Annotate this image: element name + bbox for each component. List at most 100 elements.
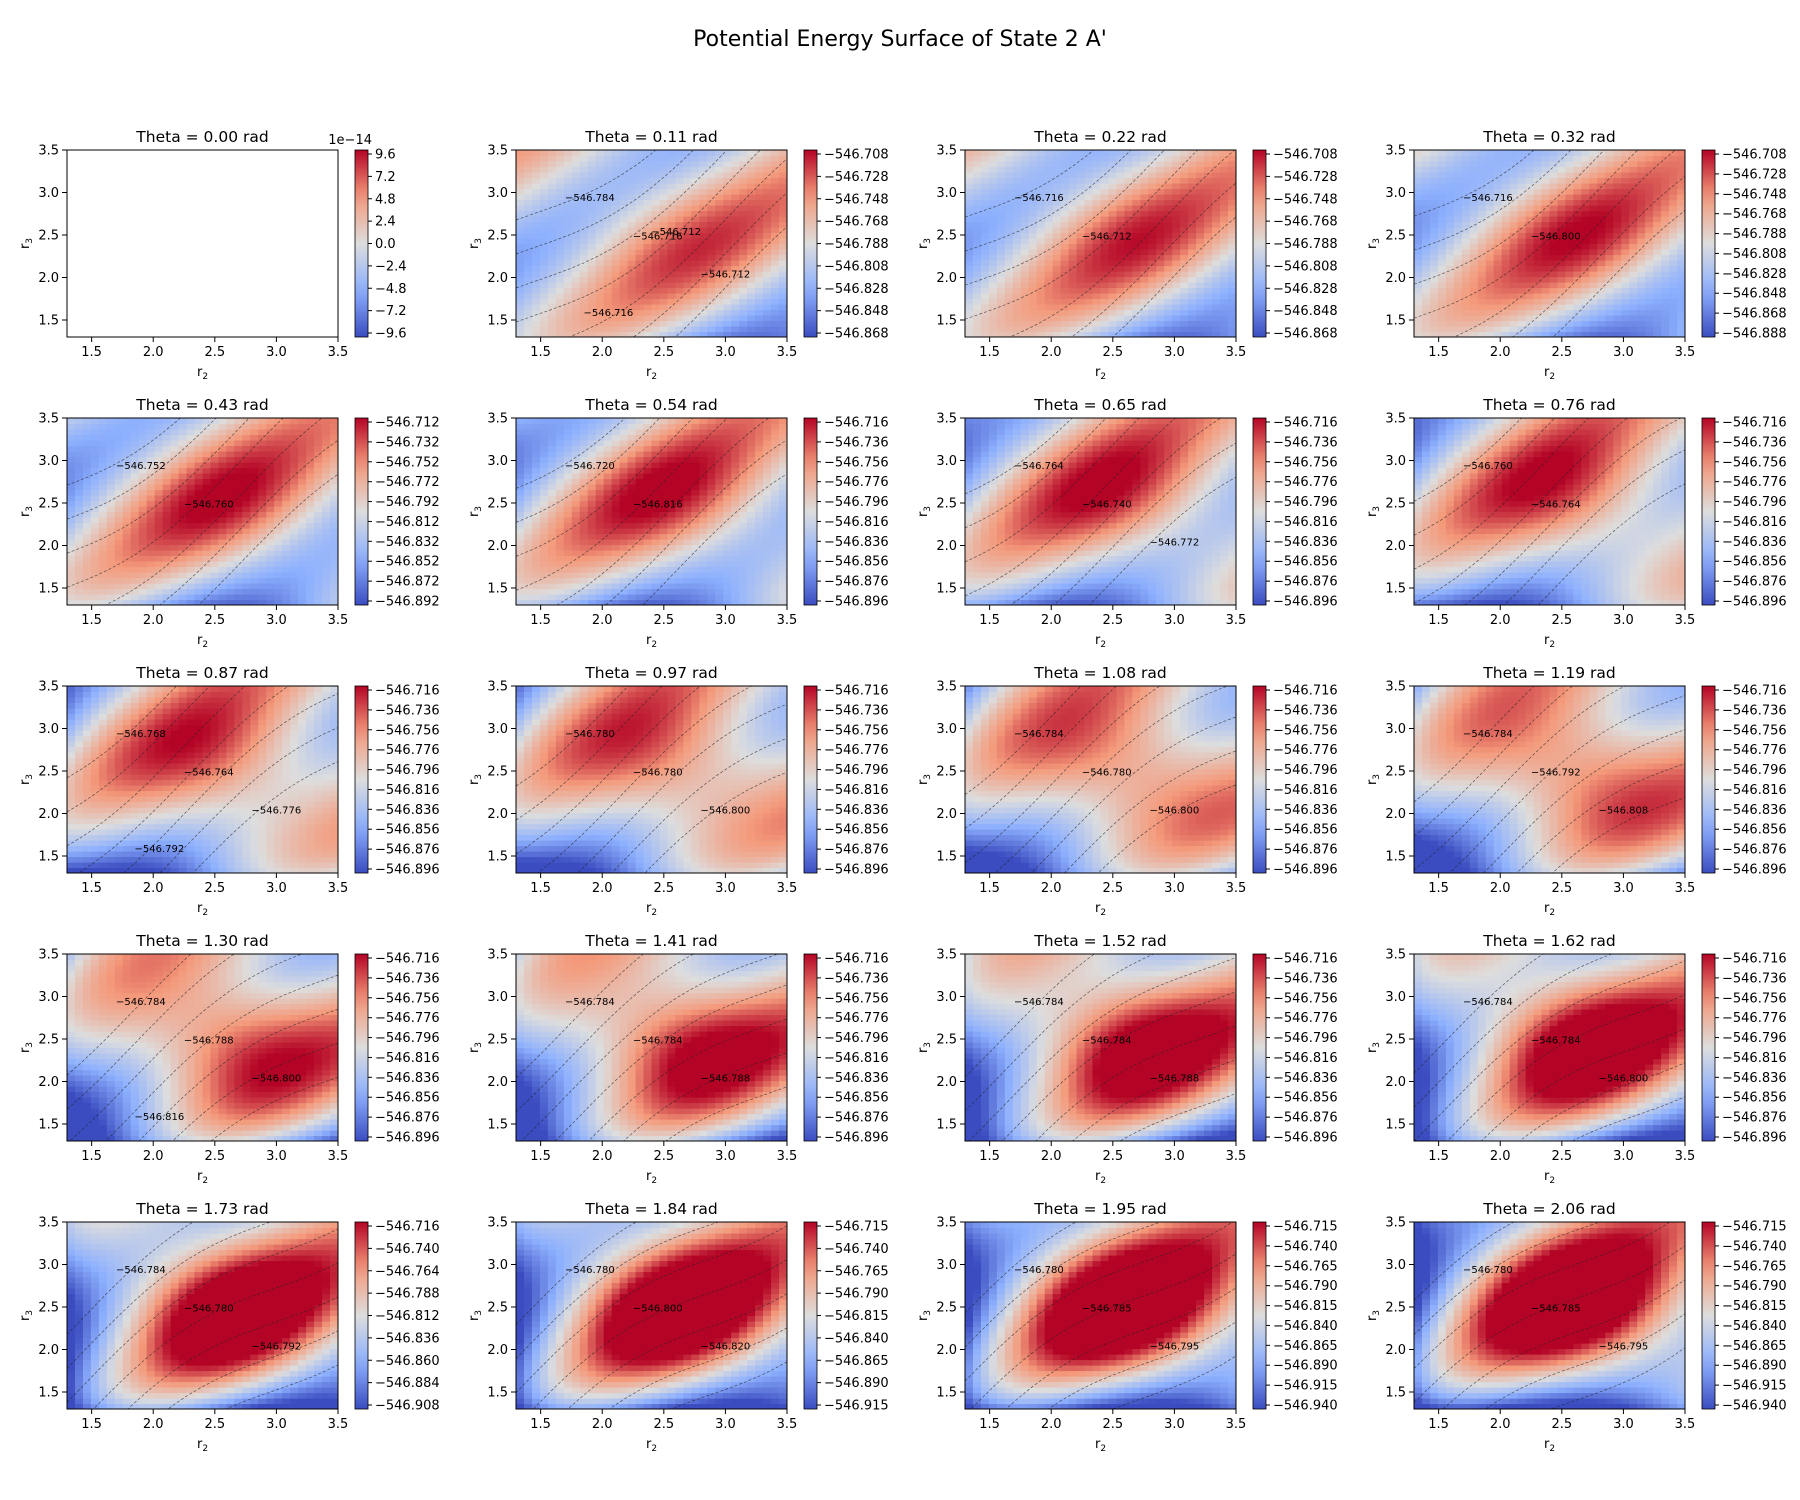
x-axis-label-subscript: 2	[1100, 372, 1106, 382]
heatmap-area: −546.716 −546.712	[965, 150, 1236, 337]
colorbar-tick-label: −546.856	[1722, 555, 1787, 570]
x-tick-label: 3.0	[715, 881, 736, 896]
colorbar	[354, 1221, 369, 1410]
colorbar	[1701, 417, 1716, 606]
contour-line	[1414, 960, 1685, 1141]
contour-line	[104, 418, 323, 605]
x-tick-label: 2.0	[143, 1149, 164, 1164]
colorbar-tick-label: −546.768	[824, 215, 889, 230]
y-axis-label-subscript: 3	[923, 1310, 933, 1316]
contour-line	[1483, 729, 1685, 873]
colorbar-tick-label: −546.884	[375, 1376, 440, 1391]
colorbar-tick-label: −546.868	[824, 327, 889, 342]
y-axis-label: r3	[1365, 238, 1382, 249]
colorbar-tick-label: −546.716	[824, 416, 889, 431]
y-tick-label: 3.0	[487, 722, 508, 737]
contour-line	[1053, 442, 1236, 605]
colorbar-tick-label: −546.792	[375, 495, 440, 510]
colorbar-tick-label: −546.876	[1273, 575, 1338, 590]
y-tick-label: 2.0	[1385, 539, 1406, 554]
contour-line	[532, 1259, 787, 1409]
contour-label: −546.764	[1531, 499, 1581, 510]
contour-line	[1119, 1093, 1236, 1141]
y-tick-label: 1.5	[38, 314, 59, 329]
colorbar-tick-label: −546.716	[824, 952, 889, 967]
colorbar-tick-label: −546.940	[1273, 1399, 1338, 1414]
x-tick-label: 1.5	[81, 1417, 102, 1432]
panel-title: Theta = 1.84 rad	[584, 1200, 717, 1218]
y-tick-label: 3.0	[38, 1258, 59, 1273]
colorbar-tick-label: −546.840	[824, 1331, 889, 1346]
y-tick-label: 3.0	[936, 454, 957, 469]
contour-line	[577, 703, 787, 873]
y-tick-label: 2.5	[936, 229, 957, 244]
y-tick-label: 3.5	[936, 144, 957, 159]
y-tick-label: 2.5	[1385, 765, 1406, 780]
contour-line	[69, 954, 303, 1141]
panel-10: −546.784 −546.780 −546.800 1.5 1.5 2.0 2.0 2.5 2…	[916, 664, 1338, 918]
y-tick-label: 1.5	[1385, 314, 1406, 329]
colorbar-tick-label: −546.716	[1273, 952, 1338, 967]
contour-line	[965, 418, 1073, 495]
contour-label: −546.788	[701, 1074, 751, 1085]
contour-label: −546.712	[651, 227, 701, 238]
contour-label: −546.780	[633, 767, 683, 778]
colorbar-tick-label: −546.768	[1722, 207, 1787, 222]
y-tick-label: 2.5	[487, 497, 508, 512]
axes-frame	[964, 685, 1237, 874]
x-tick-label: 1.5	[530, 613, 551, 628]
panel-title: Theta = 1.41 rad	[584, 932, 717, 950]
contour-label: −546.716	[1463, 193, 1513, 204]
x-tick-label: 2.5	[204, 1417, 225, 1432]
colorbar	[1252, 149, 1267, 338]
contour-label: −546.712	[1082, 231, 1132, 242]
heatmap-area: −546.716 −546.800	[1414, 150, 1685, 337]
colorbar	[354, 953, 369, 1142]
y-tick-label: 3.5	[38, 948, 59, 963]
y-axis-label: r3	[18, 506, 35, 517]
colorbar	[1252, 685, 1267, 874]
colorbar-tick-label: −546.896	[824, 595, 889, 610]
x-tick-label: 2.5	[653, 1417, 674, 1432]
contour-label: −546.784	[1531, 1035, 1581, 1046]
contour-line	[520, 954, 779, 1141]
colorbar-tick-label: −546.716	[375, 684, 440, 699]
colorbar-tick-label: 7.2	[375, 170, 396, 185]
colorbar-tick-label: −546.736	[1722, 971, 1787, 986]
x-tick-label: 2.5	[653, 613, 674, 628]
panel-title: Theta = 2.06 rad	[1482, 1200, 1615, 1218]
x-axis-label: r2	[1095, 633, 1106, 650]
colorbar-tick-label: −546.708	[1722, 148, 1787, 163]
contour-line	[67, 954, 235, 1110]
contour-label: −546.716	[633, 231, 683, 242]
y-tick-label: 3.0	[38, 990, 59, 1005]
y-tick-label: 3.0	[1385, 990, 1406, 1005]
x-tick-label: 2.0	[143, 881, 164, 896]
x-tick-label: 2.0	[1490, 613, 1511, 628]
x-tick-label: 3.0	[1613, 881, 1634, 896]
x-axis-label: r2	[197, 1437, 208, 1454]
contour-label: −546.780	[1463, 1265, 1513, 1276]
colorbar-tick-label: −546.765	[1273, 1259, 1338, 1274]
x-tick-label: 2.0	[1490, 345, 1511, 360]
colorbar-tick-label: −546.796	[824, 1031, 889, 1046]
axes-frame	[515, 417, 788, 606]
y-tick-label: 3.0	[487, 1258, 508, 1273]
contour-line	[77, 686, 290, 873]
heatmap-area: −546.784 −546.792 −546.808	[1414, 686, 1685, 873]
contour-label: −546.784	[1014, 997, 1064, 1008]
heatmap-area: −546.764 −546.740 −546.772	[965, 418, 1236, 605]
colorbar-tick-label: −546.876	[375, 843, 440, 858]
colorbar-tick-label: −546.888	[1722, 327, 1787, 342]
colorbar-tick-label: −546.756	[375, 991, 440, 1006]
panel-18: −546.780 −546.785 −546.795 1.5 1.5 2.0 2.0 2.5 2…	[916, 1200, 1338, 1454]
contour-line	[1552, 210, 1685, 337]
x-axis-label: r2	[646, 365, 657, 382]
colorbar-tick-label: −546.856	[824, 555, 889, 570]
x-tick-label: 1.5	[81, 1149, 102, 1164]
y-tick-label: 2.0	[487, 271, 508, 286]
colorbar-tick-label: −546.716	[824, 684, 889, 699]
colorbar-tick-label: −546.776	[1722, 743, 1787, 758]
x-tick-label: 3.5	[328, 881, 349, 896]
x-axis-label: r2	[646, 1169, 657, 1186]
